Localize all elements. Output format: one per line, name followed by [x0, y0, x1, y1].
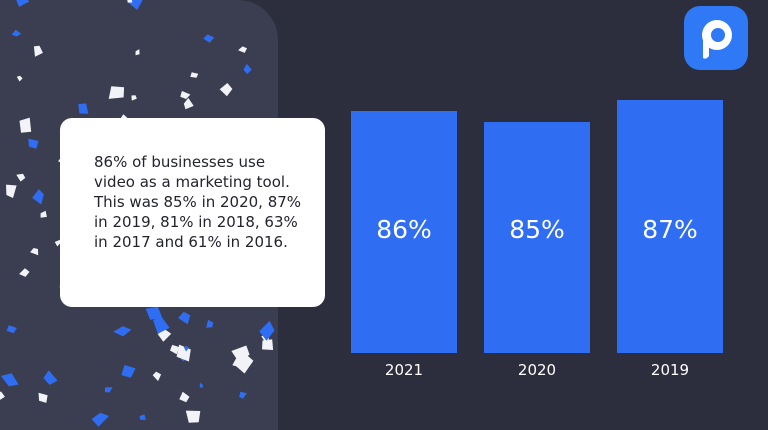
confetti-piece	[43, 370, 58, 385]
bar	[484, 122, 590, 353]
confetti-piece	[157, 329, 172, 342]
confetti-piece	[32, 189, 44, 205]
x-tick-label: 2021	[385, 361, 423, 379]
logo	[684, 6, 748, 70]
confetti-piece	[108, 86, 125, 99]
confetti-piece	[127, 0, 133, 3]
confetti-piece	[78, 103, 89, 114]
bar	[351, 111, 457, 353]
confetti-piece	[6, 325, 17, 334]
annotation: 86% of businesses use video as a marketi…	[60, 118, 325, 307]
confetti-piece	[203, 34, 215, 43]
value-label: 85%	[509, 215, 565, 244]
confetti-piece	[16, 173, 26, 182]
value-label: 87%	[642, 215, 698, 244]
confetti-piece	[259, 320, 275, 341]
confetti-piece	[33, 45, 43, 57]
confetti-piece	[179, 391, 190, 403]
confetti-piece	[170, 344, 179, 355]
confetti-piece	[30, 248, 39, 256]
confetti-piece	[135, 49, 140, 56]
confetti-piece	[180, 91, 191, 99]
bar	[617, 100, 723, 353]
confetti-piece	[91, 412, 109, 427]
confetti-piece	[16, 75, 23, 82]
confetti-piece	[0, 391, 5, 400]
confetti-piece	[178, 311, 191, 325]
confetti-piece	[129, 0, 143, 10]
confetti-piece	[104, 387, 113, 393]
confetti-piece	[121, 365, 136, 378]
confetti-piece	[199, 382, 204, 388]
confetti-piece	[0, 373, 19, 387]
confetti-piece	[239, 391, 247, 399]
confetti-piece	[219, 83, 233, 97]
confetti-piece	[206, 319, 214, 328]
value-label: 86%	[376, 215, 432, 244]
confetti-piece	[28, 138, 39, 149]
confetti-piece	[139, 414, 146, 420]
confetti-piece	[40, 210, 47, 218]
confetti-piece	[190, 72, 199, 78]
confetti-piece	[232, 357, 244, 368]
confetti-piece	[153, 315, 170, 334]
confetti-piece	[183, 97, 194, 110]
x-tick-label: 2020	[518, 361, 556, 379]
logo-icon	[702, 20, 732, 59]
confetti-piece	[183, 345, 189, 352]
confetti-piece	[262, 339, 274, 350]
confetti-piece	[54, 239, 60, 247]
confetti-piece	[113, 326, 132, 337]
confetti-piece	[145, 306, 163, 320]
confetti-piece	[16, 0, 30, 7]
confetti-piece	[131, 95, 137, 101]
confetti-piece	[152, 371, 162, 382]
confetti-piece	[238, 46, 247, 53]
confetti-piece	[38, 392, 48, 403]
confetti-piece	[19, 268, 30, 277]
x-tick-label: 2019	[651, 361, 689, 379]
confetti-piece	[6, 184, 17, 198]
confetti-piece	[234, 355, 254, 374]
confetti-piece	[243, 63, 252, 74]
confetti-piece	[185, 410, 201, 423]
confetti-piece	[19, 117, 32, 133]
confetti-piece	[231, 345, 250, 362]
confetti-piece	[11, 29, 22, 37]
